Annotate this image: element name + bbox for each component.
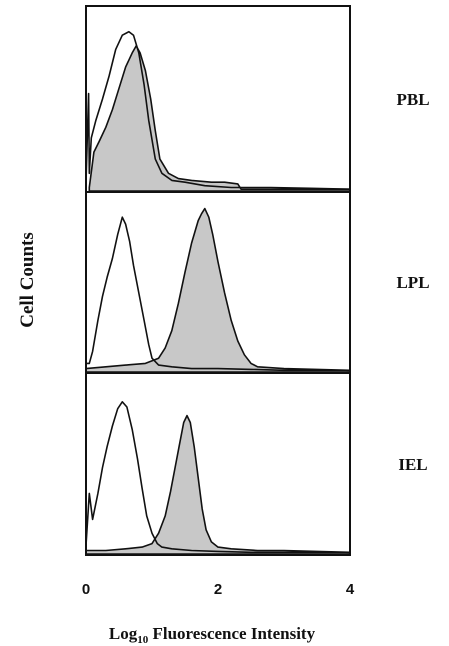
x-tick-label-4: 4 — [346, 581, 355, 598]
panel-lpl — [85, 207, 351, 373]
plot-frame — [85, 5, 351, 556]
x-tick-labels: 0 2 4 — [82, 581, 355, 598]
stained-histogram-iel — [85, 414, 351, 555]
control-histogram-lpl — [86, 216, 350, 372]
panel-iel — [85, 400, 351, 555]
x-tick-label-0: 0 — [82, 581, 90, 598]
stained-histogram-lpl — [85, 207, 351, 373]
x-axis-label: Log10 Fluorescence Intensity — [109, 624, 316, 646]
control-histogram-pbl — [85, 30, 351, 190]
stained-histogram-pbl — [88, 45, 351, 192]
panel-label-iel: IEL — [398, 455, 427, 474]
x-axis-label-subscript: 10 — [137, 634, 149, 646]
control-histogram-iel — [85, 400, 350, 554]
histogram-panels — [85, 30, 351, 555]
panel-labels: PBL LPL IEL — [396, 90, 429, 474]
y-axis-label: Cell Counts — [17, 232, 38, 328]
panel-label-lpl: LPL — [396, 273, 429, 292]
x-axis-label-log: Log — [109, 624, 138, 643]
x-tick-label-2: 2 — [214, 581, 222, 598]
x-axis-label-rest: Fluorescence Intensity — [148, 624, 315, 643]
panel-label-pbl: PBL — [396, 90, 429, 109]
panel-pbl — [85, 30, 351, 192]
